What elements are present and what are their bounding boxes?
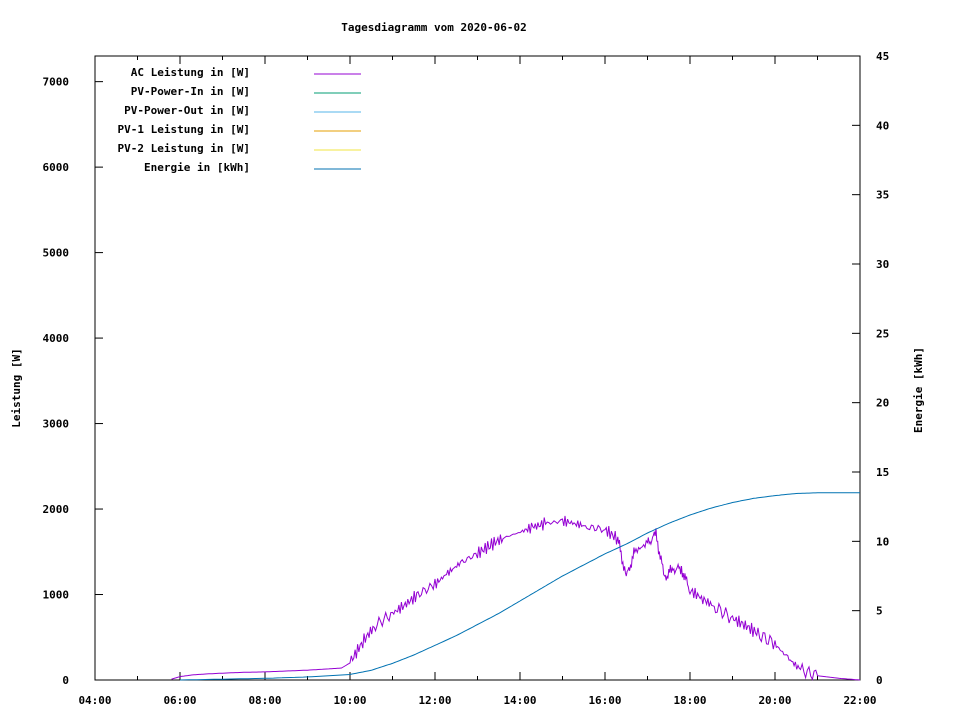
y2-tick-label: 20 — [876, 397, 889, 410]
legend-label: PV-Power-Out in [W] — [124, 104, 250, 117]
y2-tick-label: 5 — [876, 605, 883, 618]
y2-tick-label: 10 — [876, 535, 889, 548]
x-tick-label: 04:00 — [78, 694, 111, 707]
x-tick-label: 08:00 — [248, 694, 281, 707]
y2-axis-label: Energie [kWh] — [912, 347, 925, 433]
series-line-0 — [171, 515, 861, 681]
x-tick-label: 14:00 — [503, 694, 536, 707]
x-tick-label: 20:00 — [758, 694, 791, 707]
y-tick-label: 2000 — [43, 503, 70, 516]
y-axis-label: Leistung [W] — [10, 348, 23, 427]
x-tick-label: 06:00 — [163, 694, 196, 707]
y-tick-label: 3000 — [43, 418, 70, 431]
y2-tick-label: 40 — [876, 119, 889, 132]
x-tick-label: 22:00 — [843, 694, 876, 707]
chart-title: Tagesdiagramm vom 2020-06-02 — [341, 21, 526, 34]
axis-ticks: 04:00 06:00 08:00 10:00 12:00 14:00 16:00 18:00… — [43, 50, 890, 707]
y-tick-label: 5000 — [43, 247, 70, 260]
legend-label: PV-1 Leistung in [W] — [118, 123, 250, 136]
y2-tick-label: 15 — [876, 466, 889, 479]
y-tick-label: 7000 — [43, 76, 70, 89]
series-layer — [171, 492, 861, 681]
y-tick-label: 0 — [62, 674, 69, 687]
legend-label: PV-2 Leistung in [W] — [118, 142, 250, 155]
legend: AC Leistung in [W] PV-Power-In in [W] PV-P… — [118, 66, 361, 174]
y2-tick-label: 45 — [876, 50, 889, 63]
y-tick-label: 6000 — [43, 161, 70, 174]
x-tick-label: 16:00 — [588, 694, 621, 707]
y2-tick-label: 0 — [876, 674, 883, 687]
y2-tick-label: 30 — [876, 258, 889, 271]
series-line-5 — [179, 492, 860, 681]
y-tick-label: 4000 — [43, 332, 70, 345]
x-tick-label: 18:00 — [673, 694, 706, 707]
y-tick-label: 1000 — [43, 589, 70, 602]
x-tick-label: 12:00 — [418, 694, 451, 707]
x-tick-label: 10:00 — [333, 694, 366, 707]
legend-label: Energie in [kWh] — [144, 161, 250, 174]
y2-tick-label: 25 — [876, 327, 889, 340]
y2-tick-label: 35 — [876, 189, 889, 202]
legend-label: AC Leistung in [W] — [131, 66, 250, 79]
legend-label: PV-Power-In in [W] — [131, 85, 250, 98]
